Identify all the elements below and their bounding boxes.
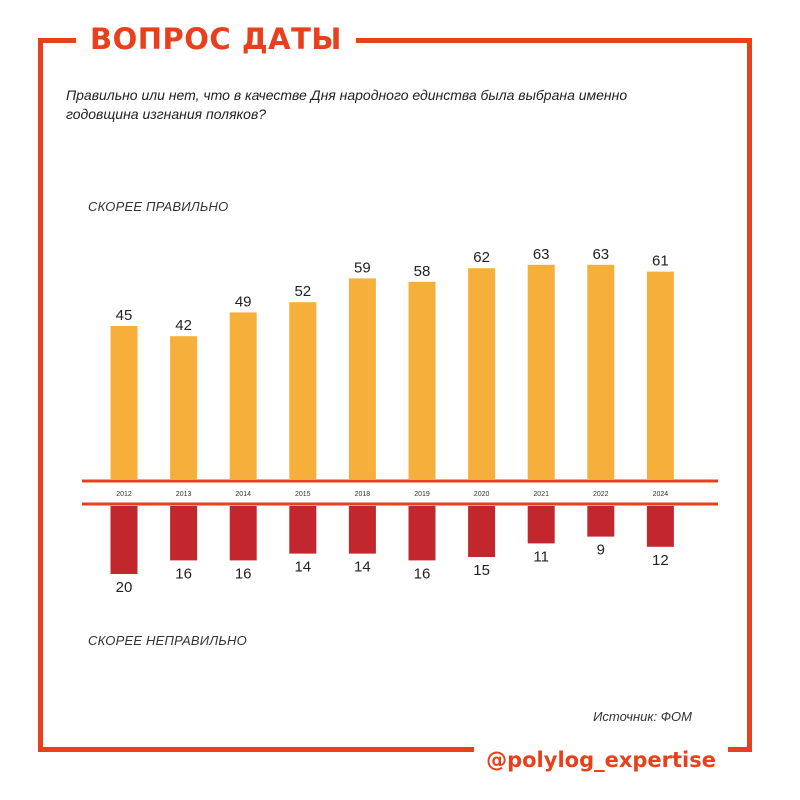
source-note: Источник: ФОМ — [593, 709, 692, 724]
data-label-negative-2024: 12 — [652, 552, 669, 569]
bar-positive-2020 — [468, 268, 496, 479]
x-tick-label-2022: 2022 — [593, 491, 609, 498]
bar-positive-2013 — [170, 336, 198, 479]
data-label-negative-2020: 15 — [473, 562, 490, 579]
data-label-positive-2014: 49 — [235, 293, 252, 310]
bar-negative-2021 — [527, 506, 555, 544]
x-tick-label-2019: 2019 — [414, 491, 430, 498]
bar-positive-2022 — [587, 264, 615, 479]
x-tick-label-2014: 2014 — [235, 491, 251, 498]
data-label-negative-2018: 14 — [354, 559, 371, 576]
data-label-positive-2018: 59 — [354, 259, 371, 276]
survey-question: Правильно или нет, что в качестве Дня на… — [66, 87, 628, 122]
x-tick-label-2015: 2015 — [295, 491, 311, 498]
data-label-positive-2024: 61 — [652, 253, 669, 270]
data-label-negative-2022: 9 — [597, 542, 605, 559]
bar-negative-2019 — [408, 506, 436, 561]
data-label-positive-2013: 42 — [175, 317, 192, 334]
series-label-positive: СКОРЕЕ ПРАВИЛЬНО — [88, 199, 229, 214]
data-label-negative-2019: 16 — [414, 565, 431, 582]
bar-negative-2015 — [289, 506, 317, 554]
data-label-positive-2022: 63 — [592, 246, 609, 263]
bar-negative-2022 — [587, 506, 615, 537]
bar-negative-2018 — [348, 506, 376, 554]
data-label-positive-2015: 52 — [294, 283, 311, 300]
bar-positive-2024 — [646, 271, 674, 479]
x-tick-label-2012: 2012 — [116, 491, 132, 498]
x-tick-label-2020: 2020 — [474, 491, 490, 498]
axis-line-lower — [82, 502, 718, 506]
x-tick-label-2018: 2018 — [355, 491, 371, 498]
axis-line-upper — [82, 479, 718, 483]
series-label-negative: СКОРЕЕ НЕПРАВИЛЬНО — [88, 633, 247, 648]
bar-negative-2024 — [646, 506, 674, 547]
bar-positive-2015 — [289, 302, 317, 479]
data-label-negative-2013: 16 — [175, 565, 192, 582]
bar-negative-2013 — [170, 506, 198, 561]
data-label-positive-2012: 45 — [116, 307, 133, 324]
data-label-negative-2012: 20 — [116, 579, 133, 596]
data-label-positive-2020: 62 — [473, 249, 490, 266]
page-title: ВОПРОС ДАТЫ — [76, 16, 356, 62]
chart-frame — [38, 38, 752, 752]
bar-negative-2020 — [468, 506, 496, 557]
brand-handle: @polylog_expertise — [474, 738, 728, 782]
bar-negative-2012 — [110, 506, 138, 574]
data-label-negative-2014: 16 — [235, 565, 252, 582]
bar-positive-2019 — [408, 281, 436, 479]
bar-positive-2014 — [229, 312, 257, 479]
data-label-positive-2019: 58 — [414, 263, 431, 280]
bar-negative-2014 — [229, 506, 257, 561]
data-label-negative-2015: 14 — [294, 559, 311, 576]
data-label-negative-2021: 11 — [533, 548, 549, 565]
bar-positive-2021 — [527, 264, 555, 479]
data-label-positive-2021: 63 — [533, 246, 550, 263]
x-tick-label-2024: 2024 — [653, 491, 669, 498]
bar-positive-2018 — [348, 278, 376, 479]
bar-positive-2012 — [110, 326, 138, 479]
x-tick-label-2013: 2013 — [176, 491, 192, 498]
x-tick-label-2021: 2021 — [533, 491, 549, 498]
